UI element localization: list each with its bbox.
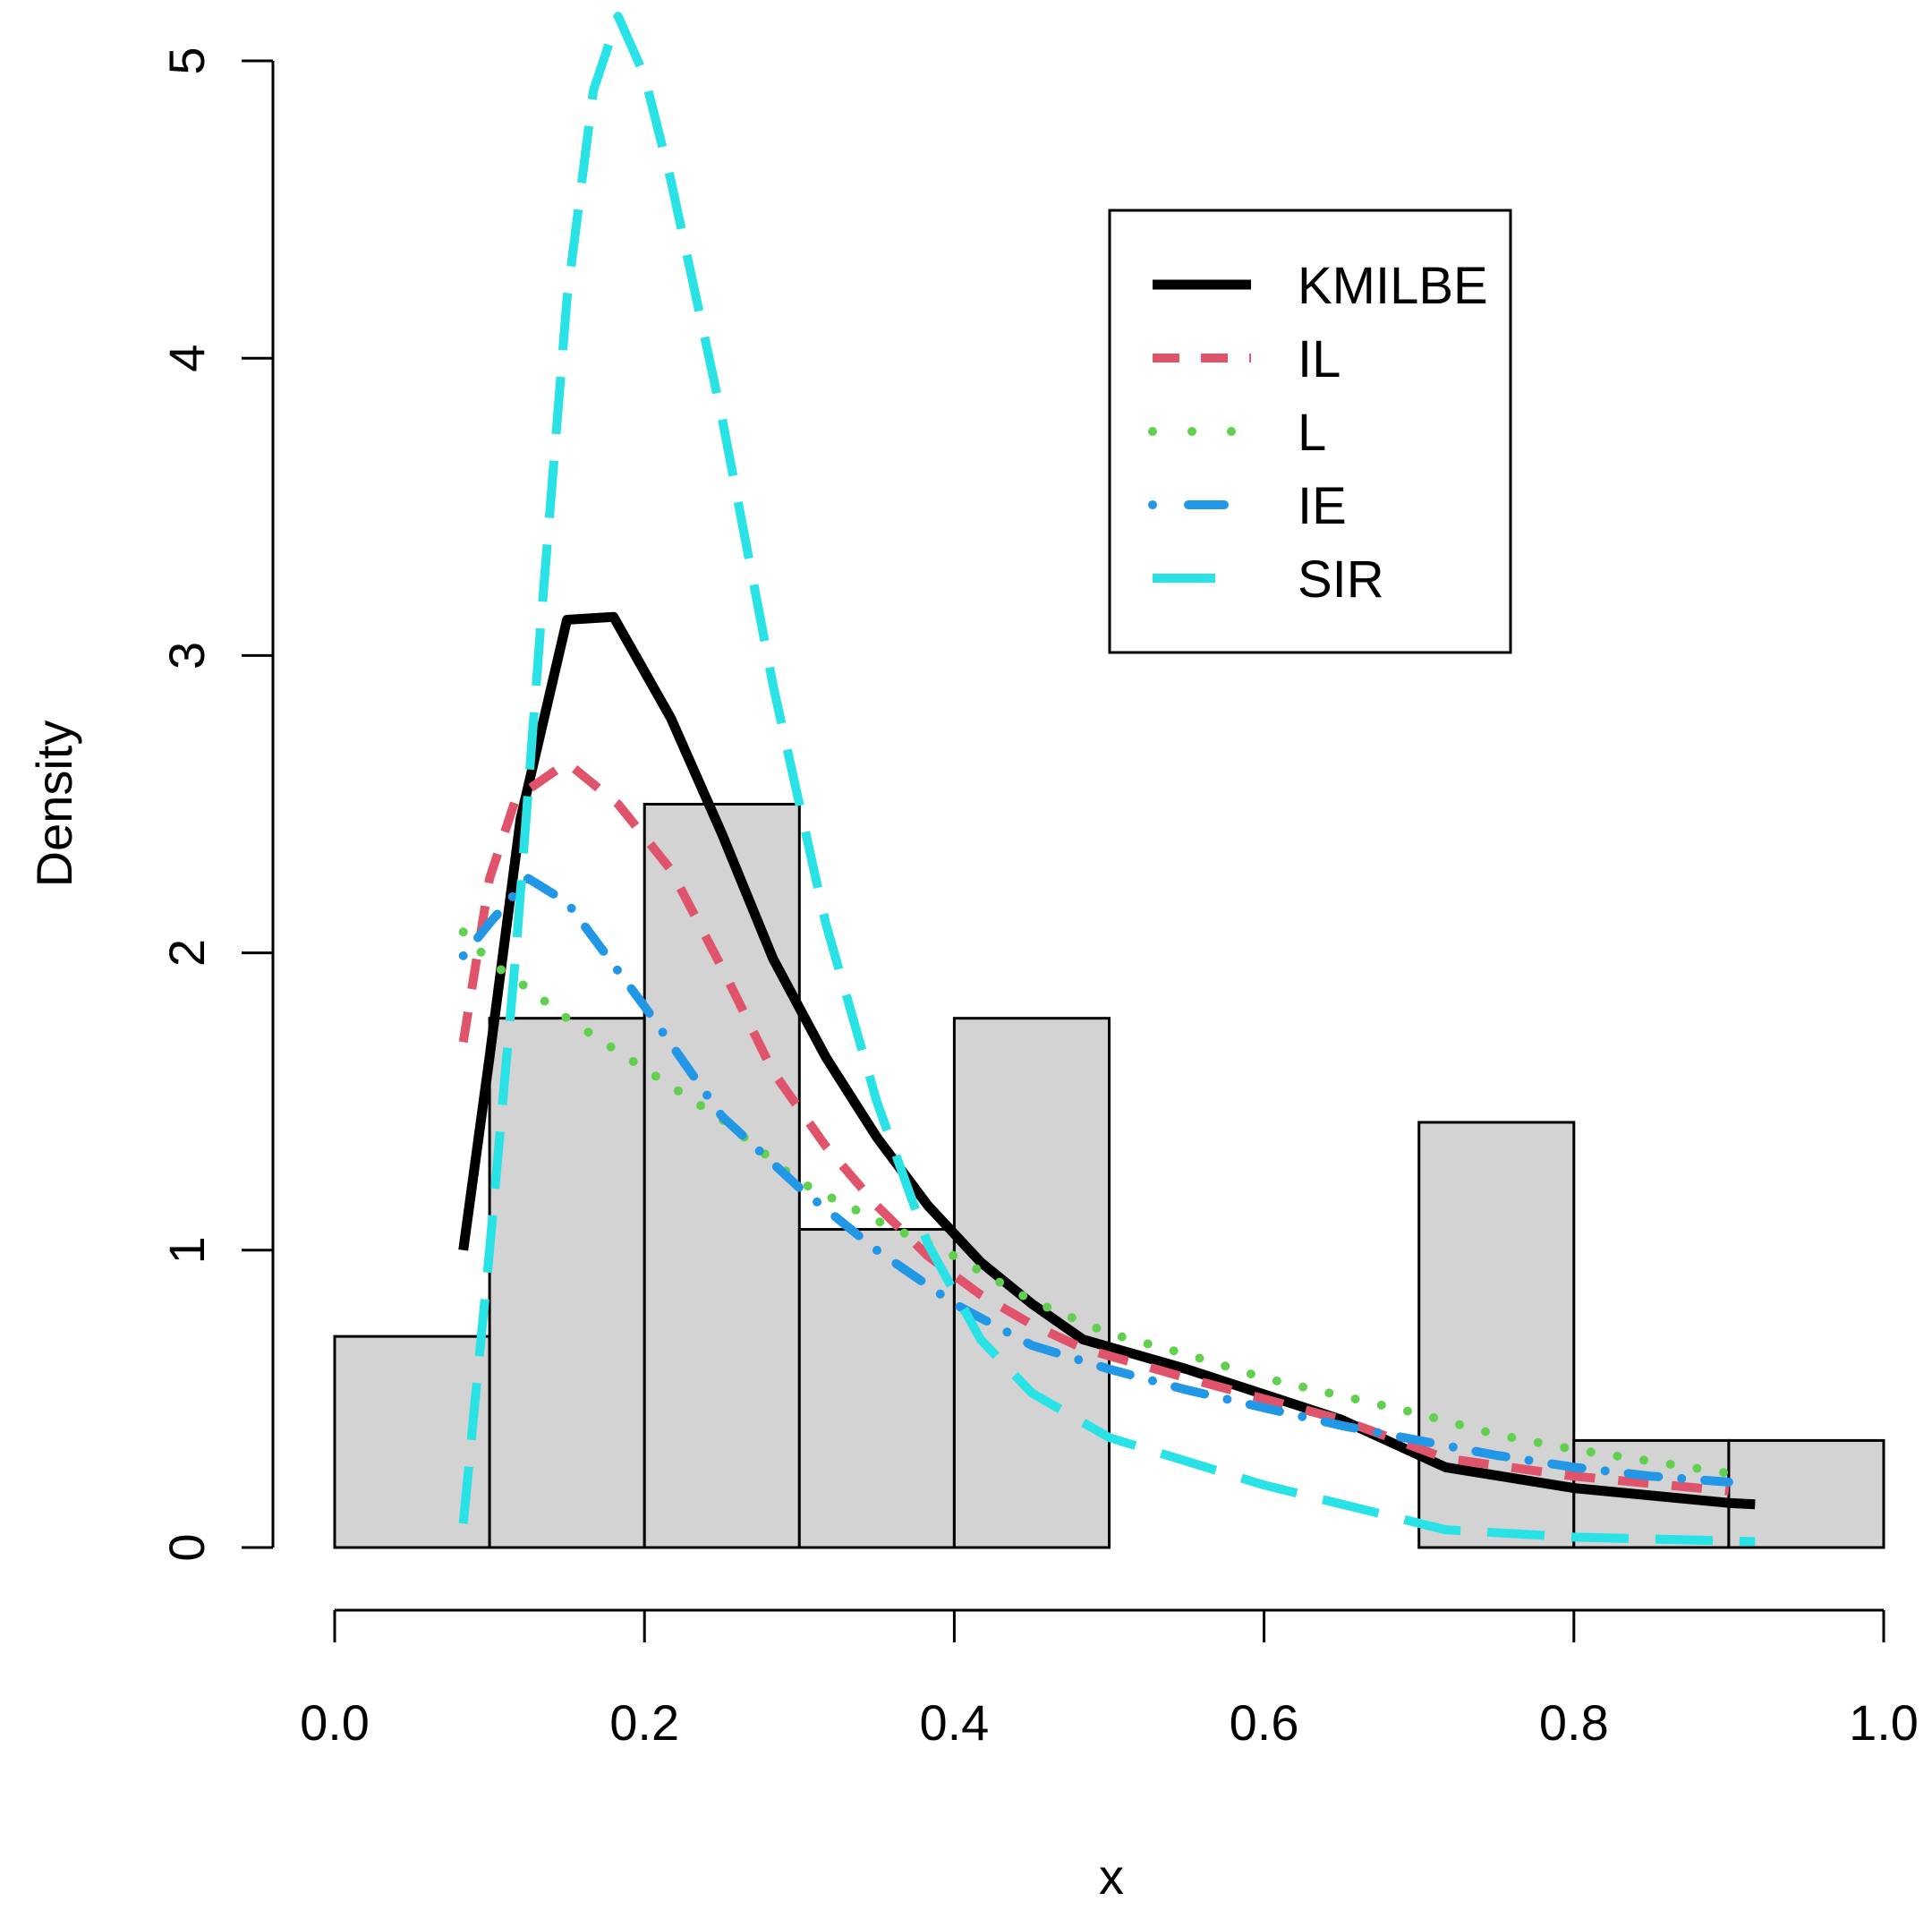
y-tick-label: 1 xyxy=(158,1236,215,1264)
y-tick-label: 2 xyxy=(158,939,215,967)
y-axis-title: Density xyxy=(26,721,82,888)
x-axis: 0.0 0.2 0.4 0.6 0.8 1.0 xyxy=(300,1608,1919,1751)
histogram-bar xyxy=(952,1017,1111,1549)
y-tick-label: 3 xyxy=(158,642,215,669)
series-line-l xyxy=(458,927,1733,1478)
x-tick-label: 0.2 xyxy=(609,1694,679,1751)
series-line-sir xyxy=(458,12,1756,1547)
histogram-bar xyxy=(1727,1438,1885,1549)
y-tick-label: 5 xyxy=(158,47,215,74)
legend-label-ie: IE xyxy=(1298,477,1347,535)
histogram-bar xyxy=(797,1228,956,1549)
x-tick-label: 0.8 xyxy=(1539,1694,1609,1751)
y-axis: 0 1 2 3 4 5 xyxy=(158,47,275,1562)
legend-label-il: IL xyxy=(1298,330,1340,388)
histogram-bars xyxy=(333,803,1885,1549)
x-tick-label: 0.6 xyxy=(1230,1694,1299,1751)
legend: KMILBE IL L IE SIR xyxy=(1108,209,1512,654)
series-line-ie xyxy=(458,874,1733,1487)
legend-label-kmilbe: KMILBE xyxy=(1298,257,1488,315)
legend-label-sir: SIR xyxy=(1298,550,1384,609)
density-series xyxy=(458,12,1756,1547)
x-tick-label: 0.4 xyxy=(919,1694,989,1751)
x-tick-label: 0.0 xyxy=(300,1694,370,1751)
x-axis-title: x xyxy=(1099,1848,1124,1905)
y-tick-label: 4 xyxy=(158,345,215,372)
histogram-bar xyxy=(643,803,801,1549)
y-tick-label: 0 xyxy=(158,1533,215,1561)
histogram-bar xyxy=(488,1017,646,1549)
x-tick-label: 1.0 xyxy=(1849,1694,1919,1751)
legend-label-l: L xyxy=(1298,404,1326,462)
